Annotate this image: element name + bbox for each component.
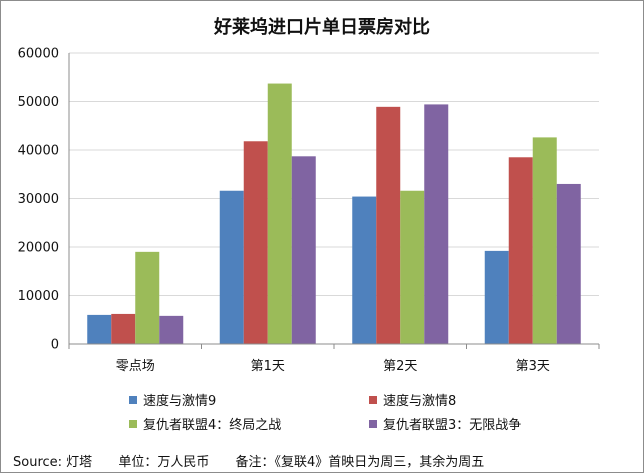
bar-series-4-cat-3 — [424, 104, 449, 344]
legend-label: 复仇者联盟3：无限战争 — [383, 418, 522, 433]
chart-title: 好莱坞进口片单日票房对比 — [213, 16, 430, 38]
bars — [87, 83, 581, 345]
legend-swatch — [129, 419, 137, 428]
bar-series-3-cat-3 — [400, 190, 425, 344]
x-axis-tick-labels: 零点场 第1天 第2天 第3天 — [68, 344, 600, 374]
bar-series-2-cat-3 — [376, 106, 401, 345]
bar-series-2-cat-4 — [508, 157, 533, 344]
legend-item-series-4: 复仇者联盟3：无限战争 — [369, 414, 521, 433]
y-tick-label: 0 — [51, 338, 59, 353]
x-tick-label: 第1天 — [251, 359, 285, 374]
y-tick-label: 10000 — [18, 289, 59, 304]
x-tick-label: 零点场 — [116, 359, 155, 374]
legend-swatch — [369, 419, 377, 428]
bar-series-3-cat-2 — [267, 83, 292, 345]
legend-item-series-1: 速度与激情9 — [129, 390, 216, 409]
bar-series-3-cat-4 — [532, 137, 557, 344]
bar-series-4-cat-4 — [556, 183, 581, 344]
bar-series-2-cat-2 — [243, 141, 268, 344]
y-tick-label: 40000 — [18, 144, 59, 159]
y-axis-tick-labels: 0 10000 20000 30000 40000 50000 60000 — [18, 47, 59, 353]
bar-series-1-cat-2 — [219, 190, 244, 344]
y-tick-label: 30000 — [18, 192, 59, 207]
bar-series-1-cat-3 — [352, 196, 377, 344]
y-tick-label: 60000 — [18, 47, 59, 62]
bar-series-3-cat-1 — [135, 251, 160, 344]
chart-footer: Source: 灯塔 单位：万人民币 备注：《复联4》首映日为周三，其余为周五 — [13, 451, 506, 470]
unit-text: 单位：万人民币 — [118, 455, 210, 470]
x-tick-label: 第3天 — [516, 359, 550, 374]
note-text: 备注：《复联4》首映日为周三，其余为周五 — [235, 455, 485, 470]
bar-series-1-cat-4 — [484, 250, 509, 344]
legend-label: 速度与激情9 — [143, 394, 217, 409]
bar-series-1-cat-1 — [87, 314, 112, 344]
bar-series-4-cat-1 — [159, 315, 184, 344]
legend-item-series-2: 速度与激情8 — [369, 390, 456, 409]
bar-series-4-cat-2 — [291, 156, 316, 344]
legend-item-series-3: 复仇者联盟4：终局之战 — [129, 414, 281, 433]
legend-swatch — [129, 395, 137, 404]
legend-swatch — [369, 395, 377, 404]
legend-label: 复仇者联盟4：终局之战 — [143, 418, 282, 433]
y-tick-label: 20000 — [18, 241, 59, 256]
source-text: Source: 灯塔 — [13, 455, 93, 470]
y-tick-label: 50000 — [18, 95, 59, 110]
x-tick-label: 第2天 — [383, 359, 417, 374]
bar-series-2-cat-1 — [111, 313, 136, 344]
legend-label: 速度与激情8 — [383, 394, 457, 409]
